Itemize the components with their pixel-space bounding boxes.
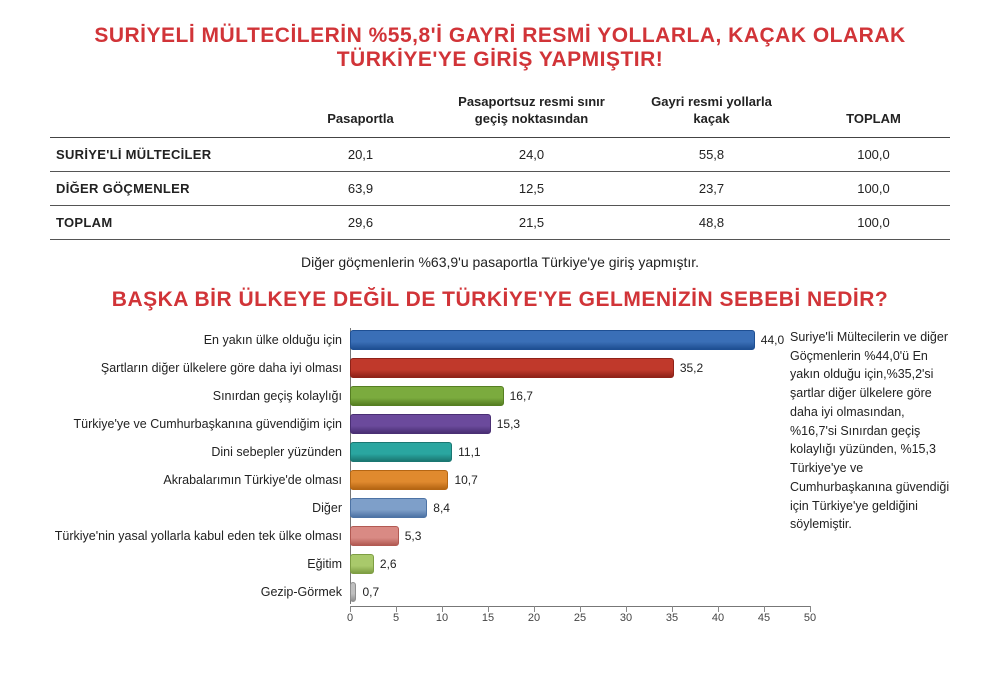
bar-row: Akrabalarımın Türkiye'de olması 10,7 — [50, 470, 776, 490]
bar-value: 0,7 — [356, 585, 379, 599]
cell: 100,0 — [797, 205, 950, 239]
bar-label: Şartların diğer ülkelere göre daha iyi o… — [101, 361, 350, 375]
bar-row: Türkiye'ye ve Cumhurbaşkanına güvendiğim… — [50, 414, 776, 434]
bar — [350, 526, 399, 546]
table-row: DİĞER GÖÇMENLER63,912,523,7100,0 — [50, 171, 950, 205]
x-tick-label: 5 — [393, 612, 399, 624]
bar-value: 11,1 — [452, 445, 480, 459]
cell: 29,6 — [284, 205, 437, 239]
bar — [350, 554, 374, 574]
bar-row: En yakın ülke olduğu için44,0 — [50, 330, 776, 350]
bar-label: Türkiye'nin yasal yollarla kabul eden te… — [55, 529, 350, 543]
bar-label: Diğer — [312, 501, 350, 515]
row-head: SURİYE'Lİ MÜLTECİLER — [50, 137, 284, 171]
x-tick-label: 15 — [482, 612, 494, 624]
bar-value: 10,7 — [448, 473, 477, 487]
bar-row: Gezip-Görmek 0,7 — [50, 582, 776, 602]
chart-side-text: Suriye'li Mültecilerin ve diğer Göçmenle… — [776, 322, 950, 638]
cell: 100,0 — [797, 137, 950, 171]
bar-row: Şartların diğer ülkelere göre daha iyi o… — [50, 358, 776, 378]
x-tick-label: 25 — [574, 612, 586, 624]
table-header-row: PasaportlaPasaportsuz resmi sınır geçiş … — [50, 86, 950, 137]
bar-label: Sınırdan geçiş kolaylığı — [213, 389, 350, 403]
x-tick-label: 10 — [436, 612, 448, 624]
x-tick-label: 0 — [347, 612, 353, 624]
cell: 48,8 — [626, 205, 797, 239]
cell: 100,0 — [797, 171, 950, 205]
section2-title: BAŞKA BİR ÜLKEYE DEĞİL DE TÜRKİYE'YE GEL… — [50, 288, 950, 312]
bar — [350, 386, 504, 406]
bar-row: Türkiye'nin yasal yollarla kabul eden te… — [50, 526, 776, 546]
table-row: TOPLAM29,621,548,8100,0 — [50, 205, 950, 239]
reasons-bar-chart: 05101520253035404550En yakın ülke olduğu… — [50, 322, 776, 638]
table-caption: Diğer göçmenlerin %63,9'u pasaportla Tür… — [50, 254, 950, 270]
bar-label: En yakın ülke olduğu için — [204, 333, 350, 347]
row-head: DİĞER GÖÇMENLER — [50, 171, 284, 205]
bar — [350, 442, 452, 462]
bar-row: Eğitim 2,6 — [50, 554, 776, 574]
bar-value: 5,3 — [399, 529, 422, 543]
chart-wrap: 0 5 10 15 20 25 30 35 40 45 50 En yakın ülke olduğu… — [50, 322, 950, 638]
table-row: SURİYE'Lİ MÜLTECİLER20,124,055,8100,0 — [50, 137, 950, 171]
bar-value: 35,2 — [674, 361, 703, 375]
x-tick-label: 50 — [804, 612, 816, 624]
cell: 12,5 — [437, 171, 626, 205]
cell: 21,5 — [437, 205, 626, 239]
x-tick-label: 40 — [712, 612, 724, 624]
bar — [350, 414, 491, 434]
bar-value: 44,0 — [755, 333, 784, 347]
table-col-2: Pasaportsuz resmi sınır geçiş noktasında… — [437, 86, 626, 137]
x-tick-label: 20 — [528, 612, 540, 624]
bar-row: Sınırdan geçiş kolaylığı 16,7 — [50, 386, 776, 406]
cell: 20,1 — [284, 137, 437, 171]
bar-value: 8,4 — [427, 501, 450, 515]
table-col-0 — [50, 86, 284, 137]
bar-label: Akrabalarımın Türkiye'de olması — [163, 473, 350, 487]
bar — [350, 358, 674, 378]
table-col-1: Pasaportla — [284, 86, 437, 137]
bar — [350, 330, 755, 350]
table-body: SURİYE'Lİ MÜLTECİLER20,124,055,8100,0DİĞ… — [50, 137, 950, 239]
bar — [350, 498, 427, 518]
bar-label: Türkiye'ye ve Cumhurbaşkanına güvendiğim… — [74, 417, 351, 431]
bar-value: 2,6 — [374, 557, 397, 571]
bar — [350, 470, 448, 490]
x-tick-label: 30 — [620, 612, 632, 624]
entry-method-table: PasaportlaPasaportsuz resmi sınır geçiş … — [50, 86, 950, 240]
x-tick-label: 35 — [666, 612, 678, 624]
bar-row: Dini sebepler yüzünden 11,1 — [50, 442, 776, 462]
section1-title: SURİYELİ MÜLTECİLERİN %55,8'İ GAYRİ RESM… — [90, 24, 910, 72]
bar-label: Dini sebepler yüzünden — [211, 445, 350, 459]
bar-value: 15,3 — [491, 417, 520, 431]
cell: 23,7 — [626, 171, 797, 205]
bar-value: 16,7 — [504, 389, 533, 403]
table-col-3: Gayri resmi yollarla kaçak — [626, 86, 797, 137]
cell: 24,0 — [437, 137, 626, 171]
bar-row: Diğer 8,4 — [50, 498, 776, 518]
bar-label: Gezip-Görmek — [261, 585, 350, 599]
cell: 55,8 — [626, 137, 797, 171]
cell: 63,9 — [284, 171, 437, 205]
row-head: TOPLAM — [50, 205, 284, 239]
bar-label: Eğitim — [307, 557, 350, 571]
x-tick-label: 45 — [758, 612, 770, 624]
table-col-4: TOPLAM — [797, 86, 950, 137]
